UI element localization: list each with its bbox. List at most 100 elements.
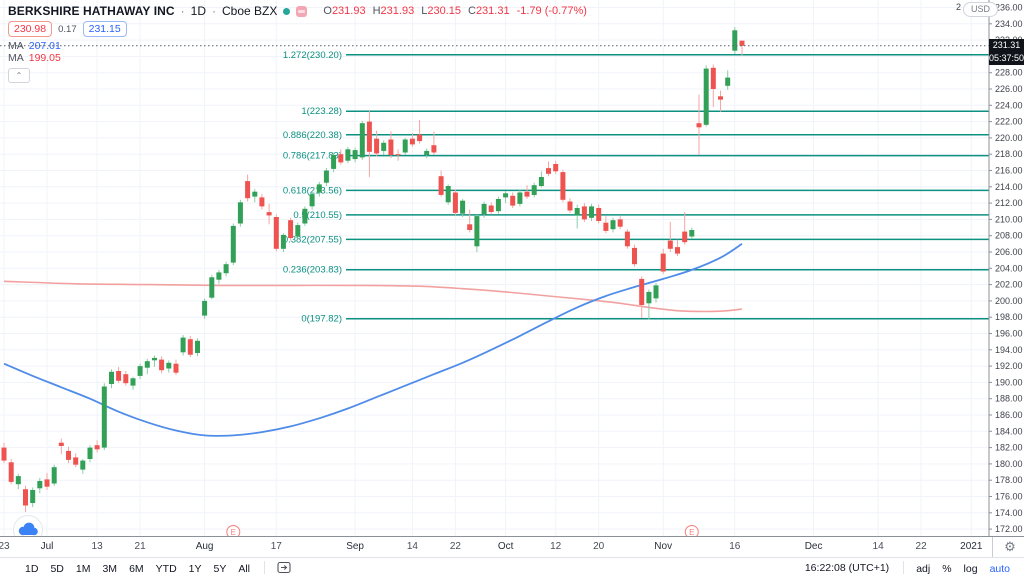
scale-button-%[interactable]: % <box>936 561 957 576</box>
candle[interactable] <box>288 217 294 241</box>
candle[interactable] <box>8 459 14 485</box>
range-button-1m[interactable]: 1M <box>70 561 97 576</box>
candle[interactable] <box>23 485 28 512</box>
candle[interactable] <box>682 212 688 245</box>
candle[interactable] <box>481 201 487 218</box>
earnings-marker-icon[interactable]: E <box>226 525 241 537</box>
range-button-ytd[interactable]: YTD <box>150 561 183 576</box>
candle[interactable] <box>381 140 387 155</box>
candle[interactable] <box>581 203 587 222</box>
candle[interactable] <box>323 168 329 186</box>
candle[interactable] <box>503 190 509 204</box>
notification-badge-icon[interactable] <box>296 5 308 17</box>
candle[interactable] <box>524 185 530 199</box>
range-button-1y[interactable]: 1Y <box>183 561 208 576</box>
candle[interactable] <box>66 446 71 464</box>
candle[interactable] <box>718 90 723 112</box>
candle[interactable] <box>374 130 380 157</box>
candle[interactable] <box>187 335 193 358</box>
candle[interactable] <box>409 133 415 147</box>
candle[interactable] <box>223 261 229 277</box>
candle[interactable] <box>123 371 129 386</box>
candle[interactable] <box>259 194 265 210</box>
bid-price-button[interactable]: 230.98 <box>8 21 53 37</box>
scale-button-adj[interactable]: adj <box>910 561 936 576</box>
candle[interactable] <box>646 289 652 320</box>
symbol-title[interactable]: BERKSHIRE HATHAWAY INC <box>8 4 175 18</box>
range-button-all[interactable]: All <box>232 561 256 576</box>
candle[interactable] <box>302 206 308 226</box>
range-button-5y[interactable]: 5Y <box>208 561 233 576</box>
candle[interactable] <box>80 459 86 474</box>
candle[interactable] <box>273 214 279 252</box>
candle[interactable] <box>331 152 337 173</box>
candle[interactable] <box>216 269 222 284</box>
candle[interactable] <box>474 214 480 253</box>
candle[interactable] <box>689 227 695 240</box>
currency-toggle-button[interactable]: USD <box>963 2 999 17</box>
candle[interactable] <box>667 221 673 252</box>
go-to-date-icon[interactable] <box>273 561 296 574</box>
candle[interactable] <box>574 204 580 229</box>
candle[interactable] <box>567 198 573 213</box>
ma-blue-row[interactable]: MA 207.01 <box>8 40 587 52</box>
candle[interactable] <box>180 335 186 356</box>
candle[interactable] <box>137 363 143 380</box>
candle[interactable] <box>209 274 215 300</box>
candle[interactable] <box>696 94 702 155</box>
candle[interactable] <box>116 366 122 384</box>
candle[interactable] <box>445 184 451 205</box>
candle[interactable] <box>703 65 709 127</box>
candle[interactable] <box>245 174 251 202</box>
candle[interactable] <box>660 248 666 274</box>
candle[interactable] <box>144 358 150 375</box>
time-axis[interactable]: ⚙ 23 Jul 13 21 Aug 17 Sep 14 22 Oct 12 20 Nov 16 Dec 14… <box>0 536 1024 558</box>
candle[interactable] <box>44 472 50 490</box>
candle[interactable] <box>624 229 630 249</box>
ma-red-line[interactable] <box>3 280 743 313</box>
earnings-marker-icon[interactable]: E <box>684 525 699 537</box>
candle[interactable] <box>58 438 64 455</box>
range-button-6m[interactable]: 6M <box>123 561 150 576</box>
candle[interactable] <box>596 204 602 224</box>
candle[interactable] <box>295 222 301 240</box>
candle[interactable] <box>438 170 444 197</box>
range-button-5d[interactable]: 5D <box>44 561 69 576</box>
scale-button-log[interactable]: log <box>958 561 984 576</box>
candle[interactable] <box>159 356 165 374</box>
candle[interactable] <box>101 383 107 450</box>
candle[interactable] <box>195 338 200 357</box>
candle[interactable] <box>230 223 236 266</box>
candle[interactable] <box>632 244 637 267</box>
candle[interactable] <box>589 203 594 221</box>
candle[interactable] <box>675 239 680 257</box>
candle[interactable] <box>395 149 401 161</box>
candle[interactable] <box>280 233 286 252</box>
candle[interactable] <box>152 355 157 367</box>
candle[interactable] <box>610 217 616 233</box>
candle[interactable] <box>402 137 408 155</box>
candle[interactable] <box>37 477 43 494</box>
candle[interactable] <box>51 464 57 486</box>
candle[interactable] <box>653 283 659 303</box>
scale-button-auto[interactable]: auto <box>984 561 1016 576</box>
candle[interactable] <box>1 442 7 464</box>
collapse-legend-button[interactable]: ⌃ <box>8 68 30 83</box>
candle[interactable] <box>130 376 136 390</box>
chart-plot[interactable]: 1.272(230.20) 1(223.28) 0.886(220.38) 0.… <box>0 0 1024 536</box>
gear-icon[interactable]: ⚙ <box>1000 538 1020 556</box>
candle[interactable] <box>538 171 544 188</box>
candle[interactable] <box>359 120 365 160</box>
candle[interactable] <box>94 440 100 453</box>
candle[interactable] <box>87 445 93 463</box>
candle[interactable] <box>166 360 172 373</box>
price-axis[interactable]: 172.00 174.00 176.00 178.00 180.00 182.00 184.… <box>988 0 1023 536</box>
candle[interactable] <box>467 209 473 233</box>
candle[interactable] <box>424 148 430 159</box>
candle[interactable] <box>30 487 36 508</box>
candle[interactable] <box>417 120 423 144</box>
candle[interactable] <box>345 146 351 164</box>
candle[interactable] <box>338 149 344 165</box>
candle[interactable] <box>316 181 322 197</box>
candle[interactable] <box>739 40 745 56</box>
